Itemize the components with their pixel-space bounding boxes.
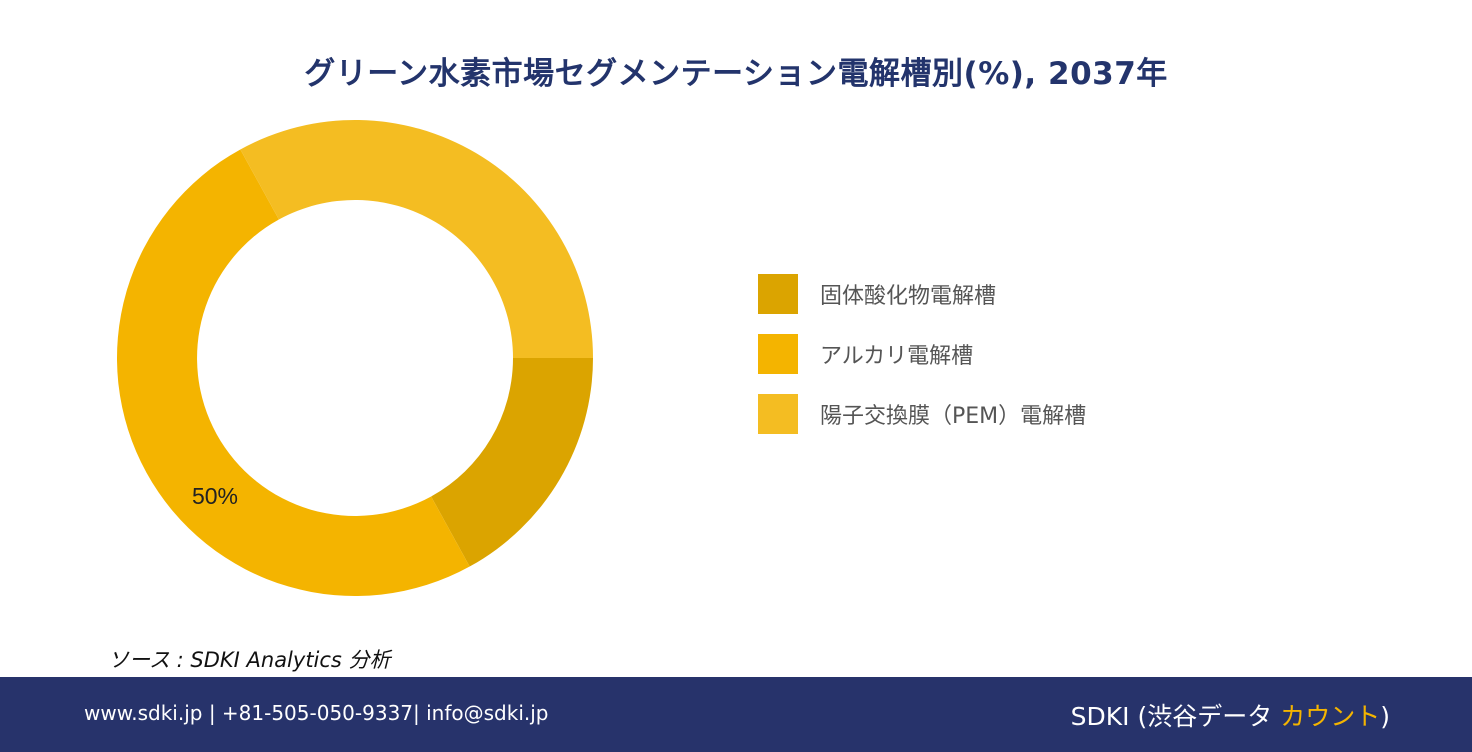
donut-slice-2: [117, 149, 470, 596]
chart-title: グリーン水素市場セグメンテーション電解槽別(%), 2037年: [304, 56, 1168, 92]
donut-slice-1: [431, 358, 593, 567]
legend-item: アルカリ電解槽: [758, 334, 1086, 374]
brand-accent: カウント: [1280, 702, 1381, 731]
chart-legend: 固体酸化物電解槽 アルカリ電解槽陽子交換膜（PEM）電解槽: [758, 274, 1086, 454]
brand-suffix: ): [1380, 702, 1390, 731]
legend-swatch: [758, 334, 798, 374]
footer-brand: SDKI (渋谷データ カウント): [1071, 697, 1390, 733]
legend-label: アルカリ電解槽: [820, 344, 974, 369]
footer-bar: www.sdki.jp | +81-505-050-9337| info@sdk…: [0, 677, 1472, 752]
donut-slice-3: [240, 120, 593, 358]
donut-labels: 50%: [192, 483, 238, 509]
legend-label: 陽子交換膜（PEM）電解槽: [820, 404, 1087, 429]
legend-label: 固体酸化物電解槽: [820, 284, 997, 309]
brand-prefix: SDKI (渋谷データ: [1070, 702, 1281, 731]
legend-item: 固体酸化物電解槽: [758, 274, 1086, 314]
source-note: ソース : SDKI Analytics 分析: [108, 648, 391, 672]
legend-swatch: [758, 394, 798, 434]
footer-contact: www.sdki.jp | +81-505-050-9337| info@sdk…: [84, 701, 549, 725]
donut-slices: [117, 120, 593, 596]
legend-item: 陽子交換膜（PEM）電解槽: [758, 394, 1086, 434]
legend-swatch: [758, 274, 798, 314]
slice-data-label: 50%: [192, 483, 238, 509]
